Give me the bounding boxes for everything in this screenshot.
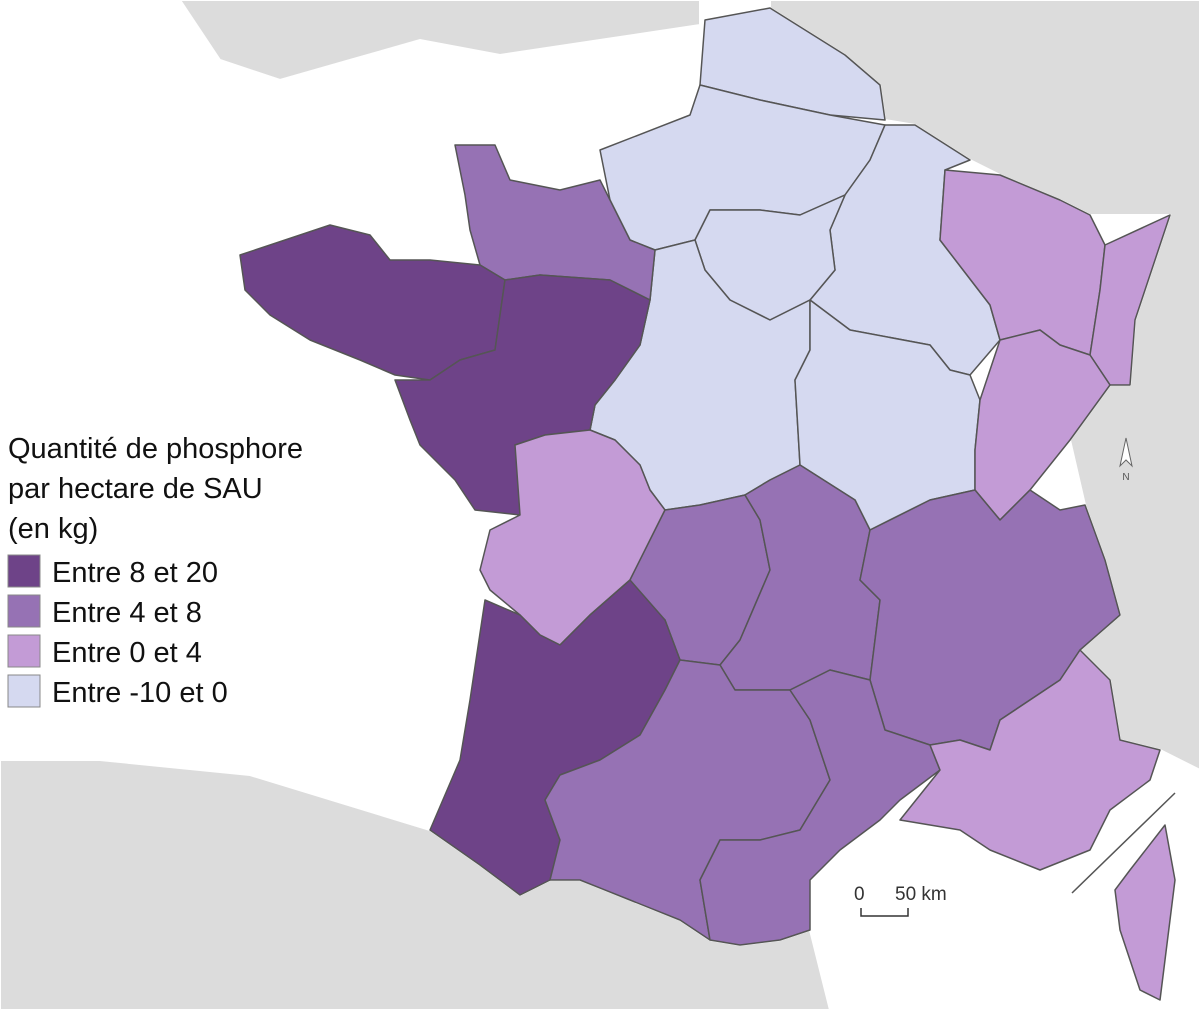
scale-line: [860, 908, 909, 917]
region: [974, 329, 1111, 521]
legend-swatch: [7, 634, 41, 668]
scale-end: 50 km: [895, 884, 947, 905]
regions: [239, 7, 1176, 1001]
legend-label: Entre 8 et 20: [52, 557, 218, 589]
legend-swatch: [7, 594, 41, 628]
britain: [178, 0, 701, 82]
legend-title: (en kg): [8, 513, 98, 545]
region: [1114, 824, 1176, 1001]
region: [454, 144, 656, 301]
legend-label: Entre 0 et 4: [52, 637, 202, 669]
north-label: N: [1122, 472, 1129, 483]
scale-start: 0: [854, 884, 865, 905]
region: [699, 669, 941, 946]
scale-bar: 0 50 km: [854, 884, 947, 917]
legend-swatch: [7, 554, 41, 588]
legend-title: par hectare de SAU: [8, 473, 263, 505]
legend-title: Quantité de phosphore: [8, 433, 303, 465]
legend-items: Entre 8 et 20 Entre 4 et 8 Entre 0 et 4 Ent…: [7, 554, 228, 709]
region: [1089, 214, 1171, 386]
north-arrow-shape: [1119, 437, 1133, 468]
legend-label: Entre 4 et 8: [52, 597, 202, 629]
north-arrow: N: [1119, 437, 1133, 483]
legend: Quantité de phosphore par hectare de SAU…: [7, 433, 303, 709]
legend-label: Entre -10 et 0: [52, 677, 228, 709]
legend-swatch: [7, 674, 41, 708]
region: [899, 649, 1161, 871]
inset-separator: [1071, 792, 1176, 894]
